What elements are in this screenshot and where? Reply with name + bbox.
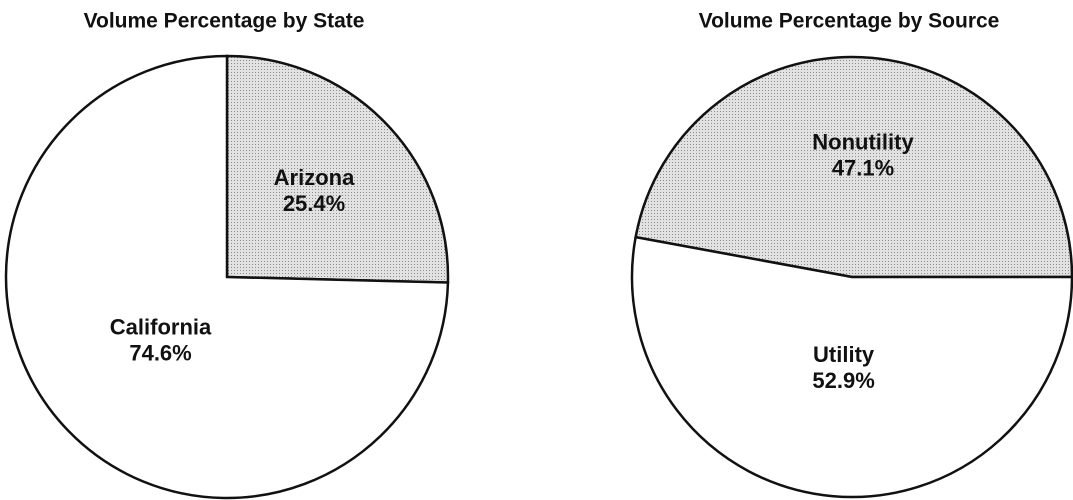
slice-label: Nonutility [812,129,914,154]
slice-value-label: 47.1% [832,155,894,180]
pie-slice [225,54,450,284]
chart-title: Volume Percentage by Source [699,10,1000,33]
chart-title: Volume Percentage by State [84,10,365,33]
slice-value-label: 52.9% [812,368,874,393]
slice-label: California [110,315,212,340]
slice-value-label: 74.6% [129,341,191,366]
pie-slice [630,235,1073,499]
pie-slice [4,54,450,500]
slice-value-label: 25.4% [283,191,345,216]
slice-label: Arizona [274,165,355,190]
slice-label: Utility [813,342,875,367]
pie-slice [634,55,1073,279]
